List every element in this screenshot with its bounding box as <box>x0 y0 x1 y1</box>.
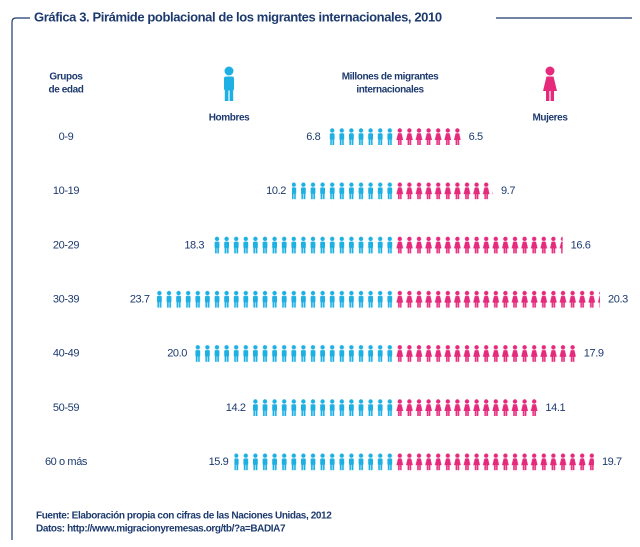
value-label: 16.6 <box>571 239 591 251</box>
value-label: 19.7 <box>602 456 622 468</box>
men-icons <box>326 128 395 146</box>
unit-label: internacionales <box>356 85 424 96</box>
value-label: 14.1 <box>545 402 565 414</box>
footer: Datos: http://www.migracionyremesas.org/… <box>36 524 286 535</box>
category-label: 50-59 <box>53 402 79 414</box>
women-icons <box>395 290 601 309</box>
chart-title: Gráfica 3. Pirámide poblacional de los m… <box>34 9 442 24</box>
legend-icon-men <box>224 66 234 101</box>
category-label: 30-39 <box>53 294 79 306</box>
category-label: 40-49 <box>53 348 79 360</box>
women-icons <box>395 399 538 417</box>
value-label: 15.9 <box>209 456 229 468</box>
legend-icon-women <box>543 66 557 101</box>
group-header: Grupos <box>49 72 83 83</box>
women-icons <box>395 128 461 146</box>
men-icons <box>251 399 395 417</box>
value-label: 6.5 <box>469 131 483 143</box>
value-label: 9.7 <box>501 185 515 197</box>
category-label: 60 o más <box>45 456 88 468</box>
legend-label: Mujeres <box>533 113 569 124</box>
men-icons <box>210 236 395 255</box>
value-label: 10.2 <box>266 185 286 197</box>
men-icons <box>234 453 395 472</box>
women-icons <box>395 453 594 472</box>
legend-label: Hombres <box>209 113 250 124</box>
group-header: de edad <box>49 85 84 96</box>
frame <box>11 17 30 540</box>
footer: Fuente: Elaboración propia con cifras de… <box>36 511 332 522</box>
value-label: 20.0 <box>167 348 187 360</box>
men-icons <box>193 344 395 363</box>
value-label: 14.2 <box>226 402 246 414</box>
value-label: 17.9 <box>584 348 604 360</box>
women-icons <box>395 236 563 255</box>
value-label: 23.7 <box>130 294 150 306</box>
category-label: 0-9 <box>59 131 74 143</box>
category-label: 20-29 <box>53 239 79 251</box>
men-icons <box>155 290 395 309</box>
value-label: 20.3 <box>608 294 628 306</box>
women-icons <box>395 182 493 201</box>
value-label: 6.8 <box>306 131 320 143</box>
category-label: 10-19 <box>53 185 79 197</box>
unit-label: Millones de migrantes <box>342 72 439 83</box>
women-icons <box>395 344 576 363</box>
men-icons <box>291 182 395 201</box>
value-label: 18.3 <box>184 239 204 251</box>
